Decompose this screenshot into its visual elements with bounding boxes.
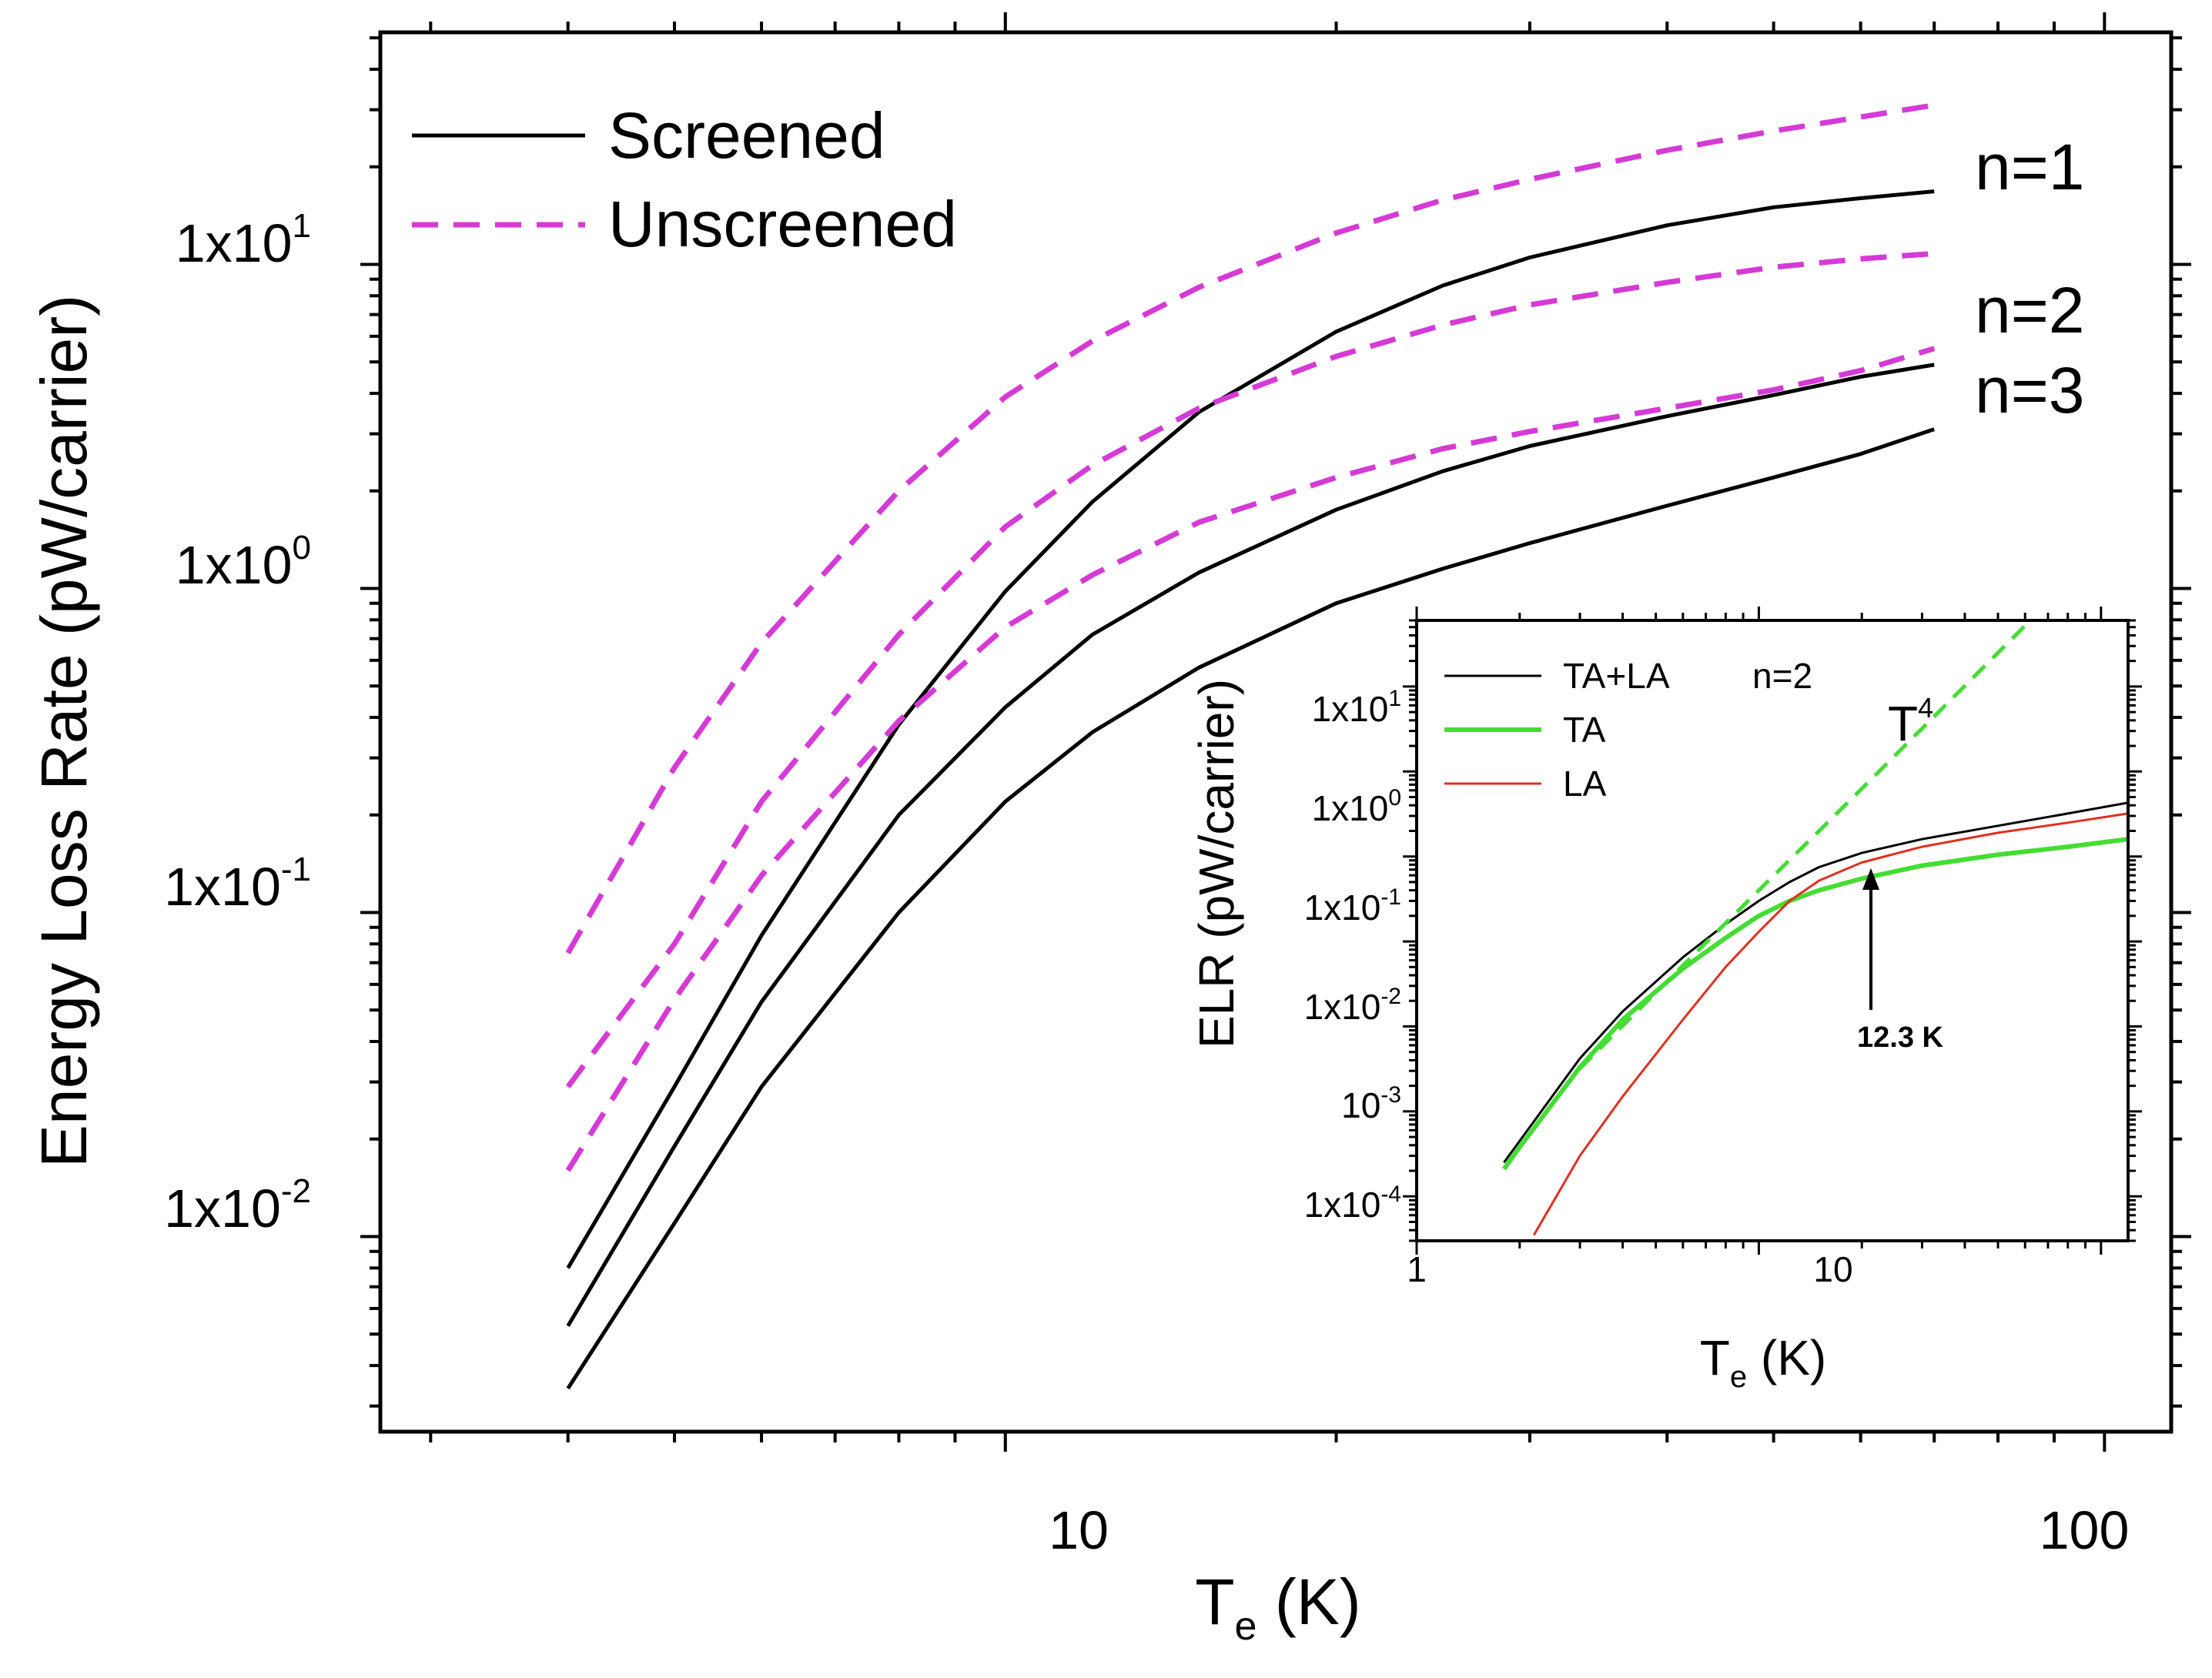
inset-series-t-4 (1578, 624, 2026, 1070)
main-x-tick-label-10: 10 (1049, 1500, 1109, 1560)
main-series-unscreened-n-2 (565, 250, 1935, 1088)
main-chart: 10 100 1x101 1x100 1x10-1 1x10-2 Te (K) … (28, 12, 2191, 1649)
inset-axis-ticks (1403, 607, 2142, 1255)
main-y-tick-label-1e0: 1x100 (176, 529, 311, 595)
inset-chart: 1 10 1x101 1x100 1x10-1 1x10-2 10-3 1x10… (1189, 607, 2142, 1394)
inset-annotation-t4: T4 (1888, 692, 1933, 751)
inset-series-ta-la (1503, 801, 2128, 1164)
inset-annotation-n2: n=2 (1752, 656, 1812, 696)
main-series-unscreened-n-1 (565, 102, 1935, 954)
main-series-screened-n-1 (566, 189, 1935, 1269)
inset-background (1417, 620, 2128, 1241)
annotation-n3: n=3 (1975, 354, 2085, 426)
inset-y-tick-label-1e-1: 1x10-1 (1304, 884, 1401, 928)
inset-legend: TA+LA TA LA (1444, 656, 1670, 804)
main-y-axis-title: Energy Loss Rate (pW/carrier) (28, 295, 100, 1168)
annotation-n1: n=1 (1975, 131, 2085, 203)
inset-plot-frame (1415, 619, 2130, 1242)
inset-y-axis-title: ELR (pW/carrier) (1189, 679, 1244, 1048)
inset-y-tick-label-1e1: 1x101 (1312, 686, 1401, 729)
main-series-group (565, 102, 1936, 1390)
inset-arrow-head (1862, 868, 1879, 890)
inset-series-la (1532, 812, 2128, 1236)
annotation-n2: n=2 (1975, 274, 2085, 346)
main-y-tick-label-1e-1: 1x10-1 (164, 851, 311, 917)
inset-x-tick-label-1: 1 (1407, 1249, 1427, 1289)
inset-legend-label-la: LA (1563, 764, 1607, 804)
inset-annotation-12-3k: 12.3 K (1857, 1021, 1944, 1054)
main-axis-ticks (360, 12, 2191, 1452)
inset-x-axis-title: Te (K) (1700, 1330, 1826, 1394)
main-series-unscreened-n-3 (565, 346, 1936, 1172)
main-plot-frame (378, 30, 2174, 1434)
legend-label-unscreened: Unscreened (608, 188, 957, 260)
inset-y-tick-label-1e0: 1x100 (1312, 785, 1401, 828)
legend-label-screened: Screened (608, 99, 885, 172)
inset-legend-label-ta-la: TA+LA (1563, 656, 1670, 696)
inset-y-tick-label-1e-3: 10-3 (1341, 1082, 1401, 1125)
main-y-tick-label-1e1: 1x101 (176, 207, 311, 273)
main-series-screened-n-3 (566, 427, 1935, 1390)
main-y-tick-label-1e-2: 1x10-2 (164, 1172, 311, 1238)
inset-x-tick-label-10: 10 (1813, 1249, 1852, 1289)
main-series-screened-n-2 (566, 363, 1935, 1327)
inset-series-group (1501, 624, 2128, 1236)
main-x-axis-title: Te (K) (1195, 1566, 1361, 1649)
inset-y-tick-label-1e-4: 1x10-4 (1304, 1182, 1401, 1225)
inset-legend-label-ta: TA (1563, 710, 1606, 750)
main-x-tick-label-100: 100 (2040, 1500, 2130, 1560)
inset-y-tick-label-1e-2: 1x10-2 (1304, 984, 1401, 1027)
main-legend: Screened Unscreened (412, 99, 957, 260)
